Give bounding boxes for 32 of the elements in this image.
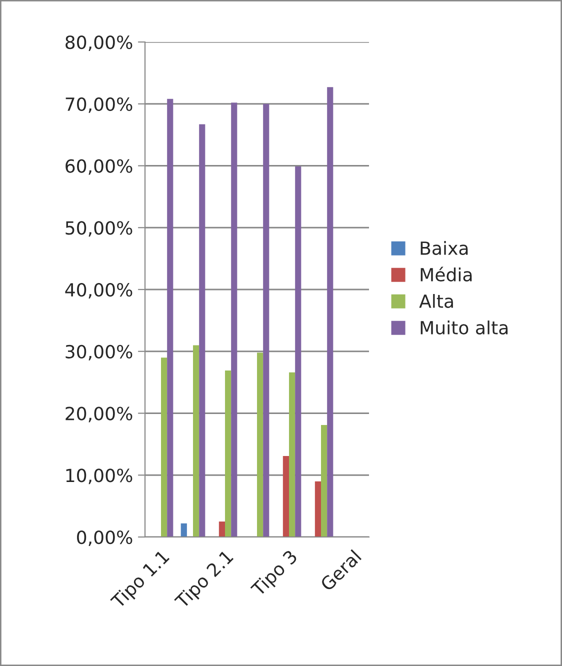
bar	[167, 98, 174, 537]
y-tick-label: 20,00%	[66, 406, 132, 422]
bar	[314, 481, 321, 537]
bar	[199, 124, 206, 537]
y-tick-label: 40,00%	[65, 282, 132, 298]
x-tick-label: Tipo 3	[250, 549, 300, 600]
x-tick-label: Tipo 1.1	[110, 549, 172, 612]
legend-label: Muito alta	[420, 320, 508, 334]
bar	[225, 370, 232, 537]
y-tick-label: 50,00%	[66, 221, 132, 237]
legend-label: Média	[420, 266, 472, 282]
bar	[321, 425, 328, 537]
bar	[257, 352, 264, 537]
bar	[295, 166, 302, 537]
y-tick-label: 60,00%	[66, 159, 132, 175]
legend-label: Alta	[419, 294, 453, 308]
bar	[327, 87, 334, 537]
bar	[218, 522, 225, 537]
bar	[193, 345, 200, 537]
y-tick-label: 0,00%	[77, 530, 132, 546]
y-tick-label: 70,00%	[66, 97, 132, 113]
y-tick-label: 30,00%	[66, 344, 132, 360]
bar	[289, 372, 296, 537]
bar	[180, 523, 187, 537]
y-tick-label: 80,00%	[66, 35, 132, 51]
legend-label: Baixa	[420, 241, 468, 255]
bar	[282, 456, 289, 537]
x-tick-label: Tipo 2.1	[174, 549, 236, 612]
y-tick-label: 10,00%	[66, 468, 132, 484]
bar	[161, 358, 168, 537]
bar	[231, 102, 238, 537]
bar	[263, 104, 270, 537]
